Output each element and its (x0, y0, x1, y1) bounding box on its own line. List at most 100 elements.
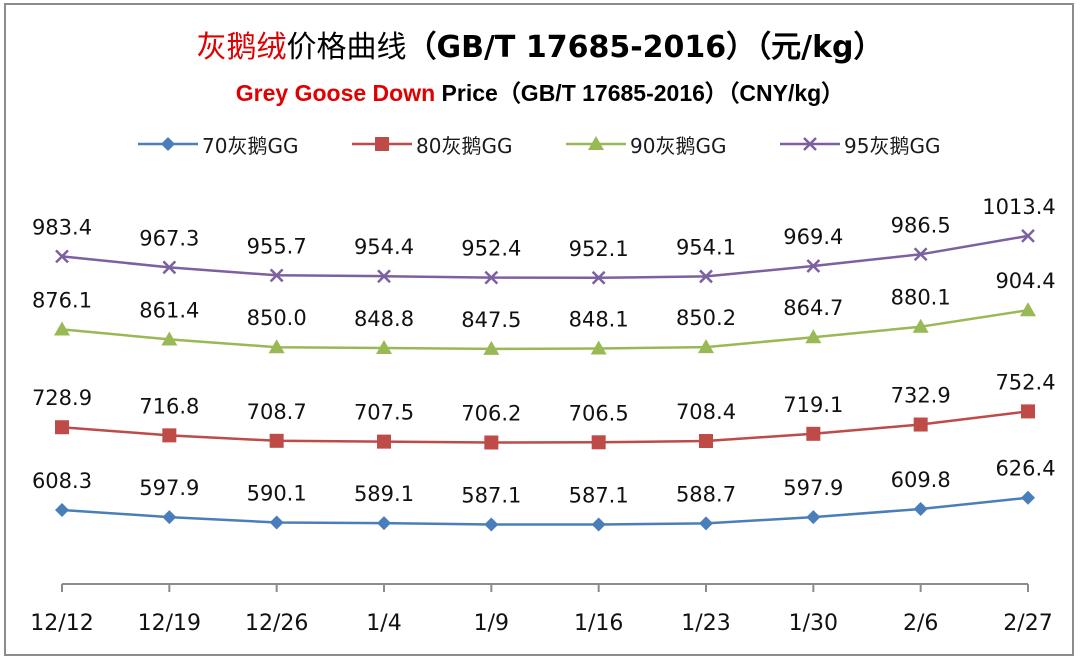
data-point-triangle (698, 339, 714, 354)
legend-item-80: 80灰鹅GG (352, 128, 512, 160)
data-value-label: 597.9 (139, 476, 199, 500)
data-value-label: 732.9 (891, 384, 951, 408)
data-value-label: 707.5 (354, 401, 414, 425)
legend-item-90: 90灰鹅GG (566, 128, 726, 160)
series-line-1 (61, 496, 1029, 526)
x-tick-label: 1/23 (681, 611, 730, 636)
x-tick-label: 1/30 (789, 611, 838, 636)
x-tick-label: 1/4 (366, 611, 401, 636)
data-point-diamond (162, 510, 177, 525)
data-point-square (591, 435, 606, 450)
chart-title-en: Grey Goose Down Price（GB/T 17685-2016）（C… (0, 74, 1080, 108)
data-point-triangle (54, 321, 70, 336)
data-point-triangle (590, 340, 607, 355)
data-point-triangle (376, 340, 392, 355)
data-point-diamond (591, 517, 606, 532)
data-value-label: 708.4 (676, 400, 736, 424)
data-value-label: 969.4 (783, 225, 843, 249)
data-point-x (162, 260, 177, 275)
data-point-triangle (268, 339, 285, 354)
data-point-square (377, 434, 391, 449)
data-value-label: 986.5 (891, 213, 951, 237)
data-point-diamond (55, 503, 69, 518)
data-point-diamond (806, 510, 821, 525)
data-value-label: 847.5 (461, 308, 521, 332)
data-value-label: 983.4 (32, 215, 92, 239)
data-point-x (1021, 229, 1035, 243)
x-tick-label: 12/26 (245, 611, 308, 636)
data-point-square (55, 420, 69, 435)
data-point-x (913, 247, 928, 262)
title-cn-highlight: 灰鹅绒 (196, 30, 287, 65)
x-tick-label: 1/9 (474, 611, 509, 636)
series-line-3 (61, 308, 1029, 351)
legend-label-95: 95灰鹅GG (844, 133, 941, 158)
data-point-square (269, 433, 284, 448)
data-value-label: 955.7 (247, 234, 307, 258)
data-point-triangle (1020, 302, 1036, 317)
data-value-label: 880.1 (891, 286, 951, 310)
data-value-label: 588.7 (676, 482, 736, 506)
data-value-label: 609.8 (891, 468, 951, 492)
data-value-label: 861.4 (139, 298, 199, 322)
data-value-label: 752.4 (995, 370, 1055, 394)
chart-title-cn: 灰鹅绒价格曲线（GB/T 17685-2016）（元/kg） (0, 22, 1080, 66)
x-tick-label: 12/19 (138, 611, 201, 636)
data-point-triangle (483, 340, 500, 355)
data-value-label: 876.1 (32, 288, 92, 312)
x-tick-label: 2/27 (1003, 611, 1052, 636)
data-point-x (269, 268, 284, 283)
data-point-square (806, 426, 821, 441)
data-point-diamond (913, 502, 928, 517)
legend-marker-diamond (138, 137, 198, 151)
data-point-triangle (805, 329, 822, 344)
data-value-label: 954.1 (676, 235, 736, 259)
data-value-label: 589.1 (354, 482, 414, 506)
data-point-square (699, 434, 713, 449)
data-point-diamond (699, 516, 713, 531)
data-value-label: 706.2 (461, 402, 521, 426)
data-value-label: 952.1 (569, 237, 629, 261)
data-point-diamond (484, 517, 499, 532)
data-point-square (913, 417, 928, 432)
series-line-4 (61, 234, 1029, 280)
title-en-highlight: Grey Goose Down (235, 80, 436, 106)
data-value-label: 864.7 (783, 296, 843, 320)
data-value-label: 708.7 (247, 400, 307, 424)
legend-item-70: 70灰鹅GG (138, 128, 298, 160)
data-point-triangle (161, 331, 178, 346)
data-value-label: 626.4 (995, 457, 1055, 481)
title-cn-std: （GB/T 17685-2016）（元/kg） (406, 30, 884, 65)
x-tick-label: 12/12 (30, 611, 93, 636)
data-value-label: 706.5 (569, 401, 629, 425)
data-value-label: 967.3 (139, 226, 199, 250)
data-value-label: 719.1 (783, 393, 843, 417)
series-line-2 (61, 410, 1029, 444)
data-value-label: 1013.4 (982, 195, 1055, 219)
data-point-x (699, 269, 713, 284)
data-value-label: 590.1 (247, 481, 307, 505)
data-value-label: 728.9 (32, 386, 92, 410)
legend-item-95: 95灰鹅GG (780, 128, 940, 160)
title-cn-rest: 价格曲线 (286, 30, 407, 65)
data-value-label: 904.4 (995, 269, 1055, 293)
title-en-rest: Price（GB/T 17685-2016）（CNY/kg） (435, 80, 845, 106)
data-point-square (1021, 404, 1035, 419)
data-value-label: 716.8 (139, 394, 199, 418)
legend-label-80: 80灰鹅GG (416, 133, 513, 158)
data-point-square (484, 435, 499, 450)
x-tick-label: 2/6 (903, 611, 938, 636)
data-point-triangle (912, 318, 929, 333)
data-point-diamond (377, 516, 391, 531)
data-value-label: 850.0 (247, 306, 307, 330)
data-value-label: 608.3 (32, 469, 92, 493)
legend: 70灰鹅GG 80灰鹅GG 90灰鹅GG 95灰鹅GG (0, 128, 1080, 160)
data-point-x (377, 269, 391, 284)
legend-marker-x (780, 137, 840, 151)
legend-marker-triangle (566, 136, 626, 150)
data-value-label: 954.4 (354, 235, 414, 259)
data-point-x (591, 270, 606, 285)
data-value-label: 952.4 (461, 237, 521, 261)
data-point-diamond (1021, 490, 1035, 505)
